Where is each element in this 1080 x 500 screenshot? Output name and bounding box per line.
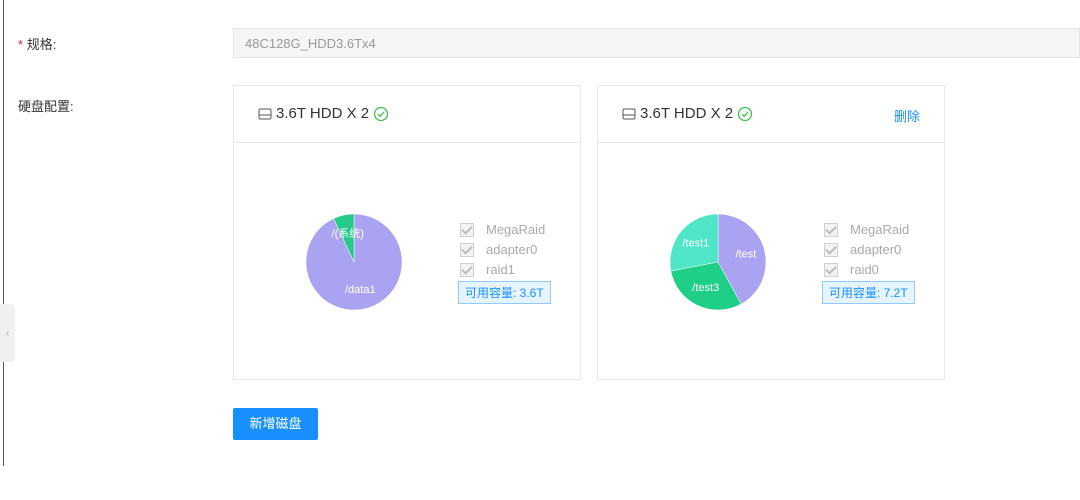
- option-label: raid1: [486, 262, 515, 277]
- pie-slice: [717, 213, 767, 305]
- capacity-tag: 可用容量: 7.2T: [822, 281, 915, 304]
- checkbox: [824, 222, 838, 237]
- add-disk-button[interactable]: 新增磁盘: [233, 408, 318, 440]
- card-title-row: 3.6T HDD X 2: [258, 105, 389, 122]
- disk-icon: [258, 108, 272, 119]
- checkbox: [824, 262, 838, 277]
- pie-chart: /data1 /(系统): [305, 213, 403, 311]
- checkbox: [460, 242, 474, 257]
- slice-label: /test1: [682, 238, 709, 250]
- capacity-tag: 可用容量: 3.6T: [458, 281, 551, 304]
- ok-circle: [373, 106, 389, 121]
- pie-chart: /test/test3/test1: [669, 213, 767, 311]
- collapse-tab[interactable]: ‹: [0, 304, 15, 362]
- raid-option: MegaRaid: [824, 222, 909, 237]
- checkbox: [824, 242, 838, 257]
- disk-card: 3.6T HDD X 2 删除 MegaRaid adapter0 raid0 可用容量:…: [597, 85, 945, 380]
- card-header: 3.6T HDD X 2 删除: [598, 86, 944, 143]
- raid-option: adapter0: [460, 242, 537, 257]
- spec-input[interactable]: 48C128G_HDD3.6Tx4: [233, 28, 1080, 58]
- disk-icon-body: [258, 108, 272, 119]
- raid-option: raid1: [460, 262, 515, 277]
- slice-label: /data1: [345, 284, 376, 296]
- option-label: raid0: [850, 262, 879, 277]
- card-title: 3.6T HDD X 2: [276, 105, 370, 122]
- option-label: adapter0: [486, 242, 538, 257]
- left-border: [3, 0, 4, 466]
- required-mark: *: [18, 37, 24, 52]
- spec-label-row: * 规格:: [18, 34, 56, 53]
- option-label: MegaRaid: [850, 222, 910, 237]
- raid-option: MegaRaid: [460, 222, 545, 237]
- slice-label: /test: [735, 249, 756, 261]
- option-label: adapter0: [850, 242, 902, 257]
- pie-slice: [669, 213, 719, 272]
- raid-option: raid0: [824, 262, 879, 277]
- slice-label: /test3: [692, 282, 719, 294]
- disk-icon: [622, 108, 636, 119]
- spec-label: 规格:: [26, 37, 57, 52]
- ok-circle: [737, 106, 753, 121]
- card-title-row: 3.6T HDD X 2: [622, 105, 753, 122]
- checkbox: [460, 222, 474, 237]
- card-header: 3.6T HDD X 2: [234, 86, 580, 143]
- ok-icon: [737, 106, 753, 121]
- pie-slice: [670, 261, 742, 311]
- ok-icon: [373, 106, 389, 121]
- slice-label: /(系统): [332, 227, 364, 240]
- raid-option: adapter0: [824, 242, 901, 257]
- disk-label: 硬盘配置:: [18, 99, 74, 114]
- ok-check: [377, 111, 385, 117]
- option-label: MegaRaid: [486, 222, 546, 237]
- delete-link[interactable]: 删除: [893, 109, 920, 124]
- card-title: 3.6T HDD X 2: [640, 105, 734, 122]
- checkbox: [460, 262, 474, 277]
- pie-slice: [333, 213, 355, 263]
- ok-check: [741, 111, 749, 117]
- disk-card: 3.6T HDD X 2 MegaRaid adapter0 raid1 可用容量: 3…: [233, 85, 581, 380]
- disk-icon-body: [622, 108, 636, 119]
